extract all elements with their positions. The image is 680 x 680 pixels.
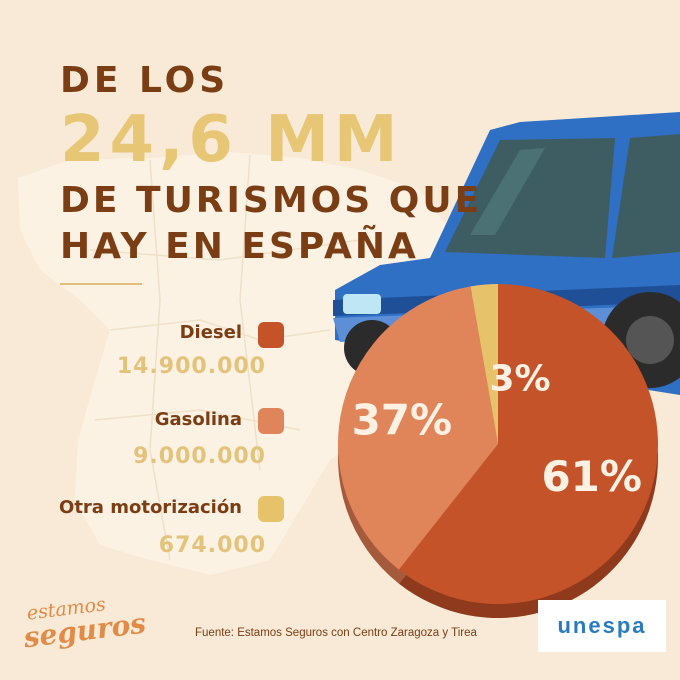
legend-swatch-gasolina bbox=[258, 408, 284, 434]
legend-swatch-diesel bbox=[258, 322, 284, 348]
car-side-window bbox=[612, 134, 680, 258]
legend-value-gasolina: 9.000.000 bbox=[133, 444, 266, 469]
pie-slice-2 bbox=[470, 284, 498, 444]
source-note: Fuente: Estamos Seguros con Centro Zarag… bbox=[195, 627, 477, 639]
legend-label-gasolina: Gasolina bbox=[154, 409, 242, 430]
legend-label-diesel: Diesel bbox=[179, 322, 242, 343]
unespa-logo: unespa bbox=[538, 600, 666, 652]
title-line-4: HAY EN ESPAÑA bbox=[60, 226, 419, 267]
pie-slice-1 bbox=[338, 286, 498, 570]
title-line-3: DE TURISMOS QUE bbox=[60, 180, 483, 221]
legend-value-otra: 674.000 bbox=[158, 533, 266, 558]
car-headlight bbox=[343, 294, 381, 314]
legend-label-otra: Otra motorización bbox=[59, 497, 242, 518]
title-highlight-number: 24,6 MM bbox=[60, 103, 403, 177]
title-divider bbox=[60, 283, 142, 285]
unespa-logo-text: unespa bbox=[557, 613, 647, 638]
pie-label-2: 3% bbox=[489, 359, 550, 400]
pie-label-1: 37% bbox=[352, 395, 453, 444]
pie-slice-0 bbox=[398, 284, 659, 604]
title-line-1: DE LOS bbox=[60, 60, 230, 101]
legend-swatch-otra bbox=[258, 496, 284, 522]
pie-label-0: 61% bbox=[541, 452, 642, 501]
legend-value-diesel: 14.900.000 bbox=[116, 354, 266, 379]
